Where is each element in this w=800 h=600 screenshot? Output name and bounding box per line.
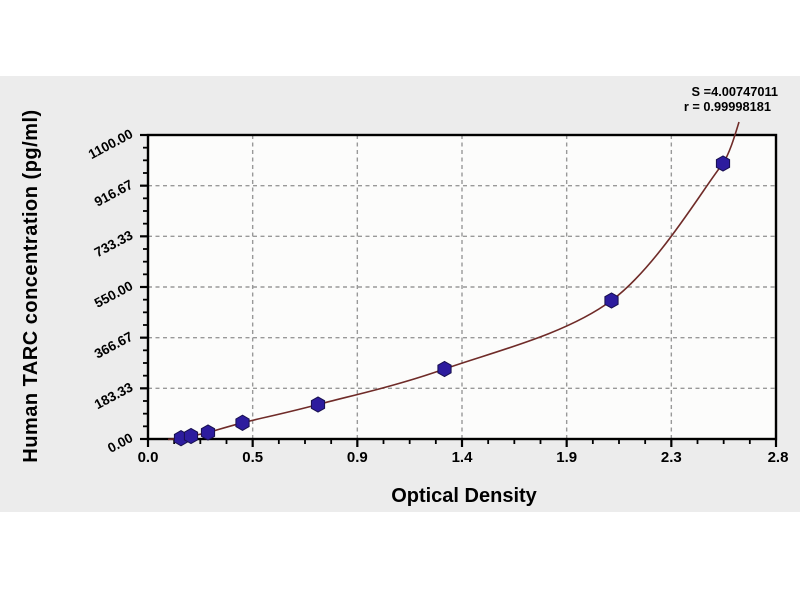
svg-text:0.5: 0.5 xyxy=(242,449,263,466)
svg-text:0.9: 0.9 xyxy=(347,449,368,466)
svg-text:2.3: 2.3 xyxy=(661,449,682,466)
svg-text:2.8: 2.8 xyxy=(768,449,789,466)
svg-text:1.4: 1.4 xyxy=(452,449,474,466)
svg-text:Optical Density: Optical Density xyxy=(391,485,537,507)
svg-text:r = 0.99998181: r = 0.99998181 xyxy=(684,99,771,114)
svg-text:Human TARC concentration (pg/: Human TARC concentration (pg/ml) xyxy=(20,109,42,462)
svg-text:1.9: 1.9 xyxy=(556,449,577,466)
svg-text:S =4.00747011: S =4.00747011 xyxy=(692,84,778,99)
svg-text:0.0: 0.0 xyxy=(138,449,159,466)
